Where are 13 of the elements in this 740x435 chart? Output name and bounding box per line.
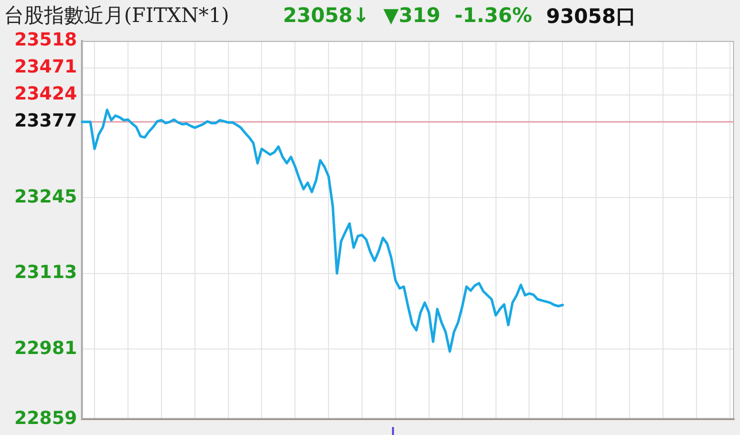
y-tick-label: 22859 (14, 408, 77, 429)
y-tick-label: 23113 (14, 262, 77, 284)
y-tick-label: 23471 (14, 56, 77, 78)
text: 93058口 (546, 3, 636, 30)
y-tick-label: 23245 (14, 186, 77, 208)
y-tick-label: 23518 (14, 30, 77, 51)
text: -1.36% (454, 3, 532, 29)
y-tick-label: 23377 (14, 110, 77, 132)
text: 23058↓ (283, 3, 370, 29)
chart-title: 台股指數近月(FITXN*1) (4, 2, 230, 29)
text: ▼319 (383, 3, 440, 29)
y-tick-label: 23424 (14, 84, 77, 105)
y-tick-label: 22981 (14, 338, 77, 359)
